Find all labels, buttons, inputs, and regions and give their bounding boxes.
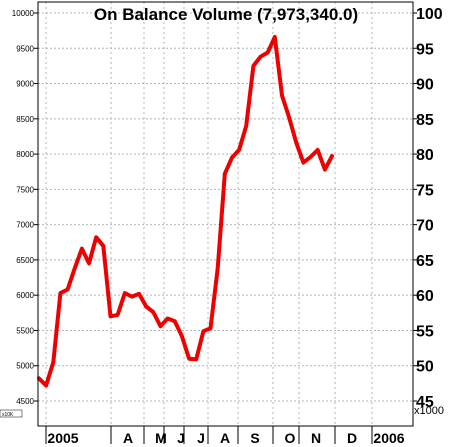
left-tick-label: 7500 [16,185,34,194]
x-tick-label: M [155,430,167,446]
right-tick-label: 80 [416,147,434,164]
left-tick-label: 6500 [16,256,34,265]
right-tick-label: 50 [416,359,434,376]
grid [38,2,413,426]
left-tick-label: 10000 [12,9,35,18]
x-tick-label: J [177,430,185,446]
x-tick-label: 2005 [47,430,78,446]
x-tick-label: A [220,430,230,446]
obv-line [37,35,334,388]
left-axis: 10000 9500 9000 8500 8000 7500 7000 6500 6000 550… [12,9,38,406]
right-tick-label: 60 [416,288,434,305]
series-layer [37,35,334,388]
right-tick-label: 85 [416,112,434,129]
left-tick-label: 7000 [16,221,34,230]
plot-frame [37,1,414,427]
x-tick-label: O [285,430,296,446]
right-tick-label: 90 [416,77,434,94]
right-tick-label: 70 [416,218,434,235]
x-tick-label: 2006 [373,430,404,446]
left-tick-label: 9500 [16,44,34,53]
left-tick-label: 8500 [16,115,34,124]
x-tick-label: D [347,430,357,446]
chart-title: On Balance Volume (7,973,340.0) [94,5,358,24]
left-tick-label: 6000 [16,291,34,300]
left-tick-label: 9000 [16,80,34,89]
left-axis-unit-box [0,409,23,418]
left-tick-label: 5500 [16,326,34,335]
right-tick-label: 45 [416,394,434,411]
left-tick-label: 5000 [16,362,34,371]
right-axis: 100 95 90 85 80 75 70 65 60 55 50 45 [413,6,443,411]
right-tick-label: 65 [416,253,434,270]
right-axis-unit: x1000 [414,405,444,417]
x-tick-label: A [123,430,133,446]
right-tick-label: 95 [416,41,434,58]
x-tick-label: J [197,430,205,446]
right-tick-label: 75 [416,182,434,199]
left-tick-label: 8000 [16,150,34,159]
x-tick-label: S [250,430,259,446]
left-axis-unit: x10K [2,412,14,418]
right-tick-label: 55 [416,323,434,340]
x-tick-label: N [311,430,321,446]
right-tick-label: 100 [416,6,443,23]
left-tick-label: 4500 [16,397,34,406]
